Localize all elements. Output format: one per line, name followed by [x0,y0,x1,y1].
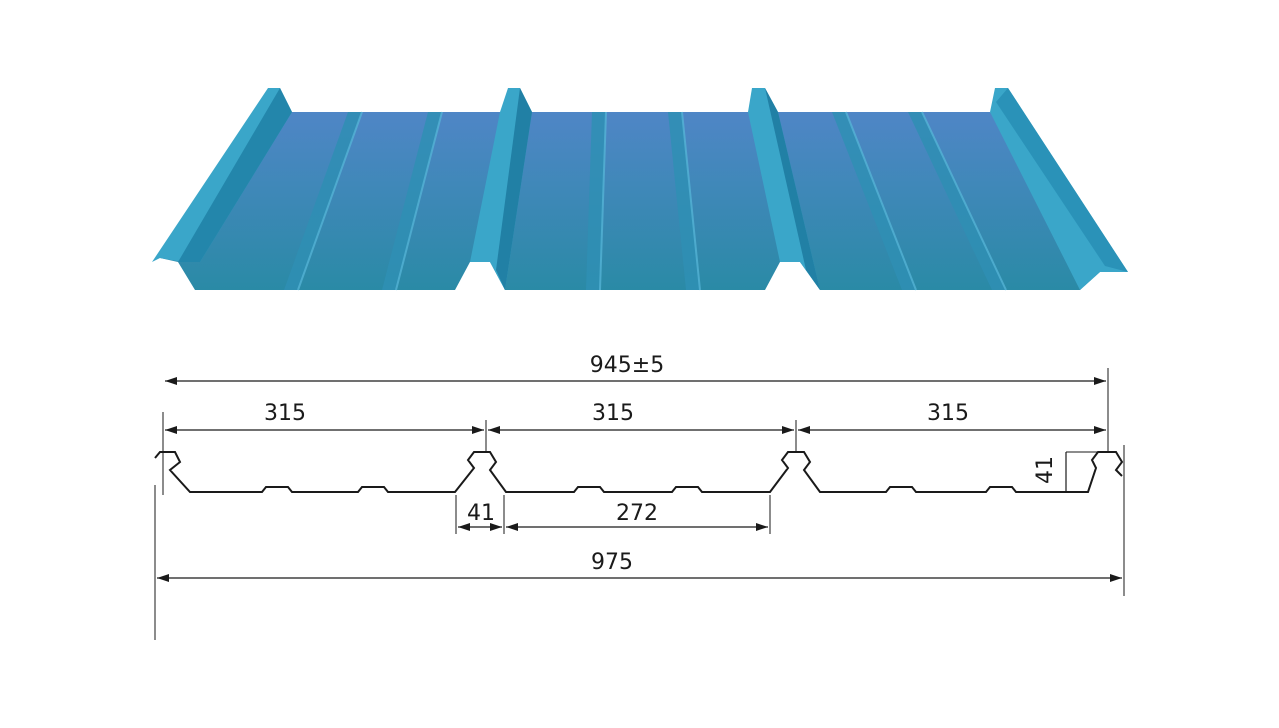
rib-1-shade [496,88,532,290]
stiffener-highlights [297,111,1007,291]
left-rib-shade [178,88,292,262]
stiffener-grooves [284,112,1006,290]
dim-pitch-1: 315 [264,401,306,426]
extension-lines [154,368,1125,640]
rib-2-shade [765,88,820,290]
profile-outline [154,451,1124,493]
dim-pitch-3: 315 [927,401,969,426]
dim-overall-width: 975 [591,550,633,575]
dimension-lines [157,377,1122,582]
profile-section [154,451,1124,493]
dim-overall-effective: 945±5 [590,353,664,378]
roof-sheet-3d [152,88,1128,291]
dim-rib-top-width: 41 [467,501,495,526]
dimension-labels: 945±5 315 315 315 41 272 41 975 [264,353,1058,575]
dim-rib-height: 41 [1033,456,1058,484]
right-rib-shade [996,88,1128,272]
dim-pitch-2: 315 [592,401,634,426]
dim-pan-width: 272 [616,501,658,526]
